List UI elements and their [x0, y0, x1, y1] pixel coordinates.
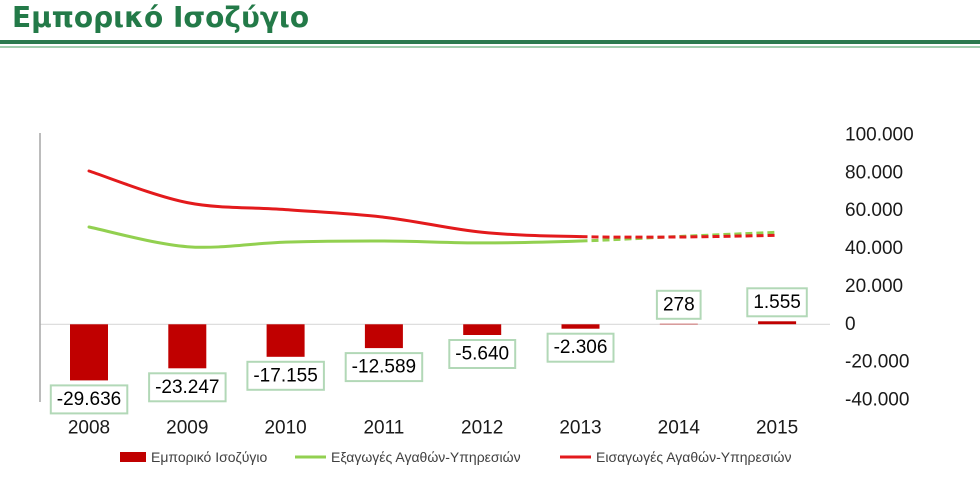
exports-line: [87, 225, 582, 249]
bar-data-labels: -29.636 -23.247 -17.155 -12.589 -5.640 -2.306…: [49, 287, 808, 415]
bar-data-label-text: 278: [663, 294, 695, 315]
bar-data-label-box: [246, 360, 325, 391]
page-title: Εμπορικό Ισοζύγιο: [12, 1, 310, 34]
bar-data-label-text: -2.306: [554, 337, 608, 358]
legend-item-trade-balance: Εμπορικό Ισοζύγιο: [120, 449, 267, 465]
bar-data-label-text: -5.640: [455, 344, 509, 365]
bar-data-label-box: [448, 339, 517, 369]
legend-swatch-bar: [120, 452, 146, 462]
x-tick-label-2014: 2014: [658, 418, 701, 439]
bar-data-label-2014: 278: [655, 289, 702, 320]
bar-data-label-box: [148, 372, 227, 403]
bar-data-label-text: -23.247: [155, 377, 219, 398]
line-series: [87, 169, 778, 249]
x-tick-label-2008: 2008: [68, 418, 110, 439]
y-tick-label: 20.000: [845, 276, 903, 297]
y-tick-label: 80.000: [845, 162, 903, 183]
y-tick-label: -20.000: [845, 352, 909, 373]
x-tick-label-2010: 2010: [264, 418, 306, 439]
bar-2015: [758, 321, 797, 325]
x-tick-label-2012: 2012: [461, 418, 503, 439]
imports-line: [87, 169, 582, 239]
x-tick-label-2015: 2015: [756, 418, 798, 439]
bar-data-label-text: -17.155: [253, 365, 317, 386]
bar-2008: [70, 324, 108, 381]
x-axis-category-labels: 2008 2009 2010 2011 2012 2013 2014 2015: [68, 418, 798, 439]
bar-data-label-text: 1.555: [753, 292, 801, 313]
bar-data-label-2010: -17.155: [246, 360, 325, 391]
bar-data-label-2012: -5.640: [448, 339, 517, 369]
bar-2013: [561, 324, 600, 329]
y-axis-tick-labels: 100.000 80.000 60.000 40.000 20.000 0 -20.000 -…: [845, 125, 914, 411]
legend-item-exports: Εξαγωγές Αγαθών-Υπηρεσιών: [295, 449, 521, 465]
y-tick-label: 60.000: [845, 200, 903, 221]
y-tick-label: 100.000: [845, 125, 914, 146]
bar-data-label-2013: -2.306: [546, 332, 615, 363]
legend-label: Εισαγωγές Αγαθών-Υπηρεσιών: [596, 449, 791, 465]
imports-line-dashed: [580, 233, 778, 239]
title-underline-light: [0, 46, 980, 48]
bar-data-label-box: [49, 384, 129, 415]
bar-2009: [168, 324, 207, 369]
bar-data-label-box: [746, 287, 808, 318]
legend-item-imports: Εισαγωγές Αγαθών-Υπηρεσιών: [560, 449, 791, 465]
bar-series: [70, 321, 797, 381]
y-tick-label: -40.000: [845, 390, 909, 411]
bar-2012: [463, 324, 502, 335]
bar-2014: [659, 323, 698, 325]
bar-data-label-text: -29.636: [57, 389, 121, 410]
bar-data-label-2009: -23.247: [148, 372, 227, 403]
bar-2010: [266, 324, 305, 357]
bar-data-label-box: [546, 332, 615, 363]
bar-2011: [364, 324, 403, 349]
bar-data-label-box: [344, 352, 424, 383]
chart-axes: [39, 133, 830, 402]
legend: Εμπορικό Ισοζύγιο Εξαγωγές Αγαθών-Υπηρεσ…: [120, 449, 791, 465]
bar-data-label-text: -12.589: [352, 357, 416, 378]
bar-data-label-2015: 1.555: [746, 287, 808, 318]
y-tick-label: 0: [845, 314, 856, 335]
x-tick-label-2011: 2011: [363, 418, 404, 439]
bar-data-label-box: [655, 289, 702, 320]
legend-label: Εμπορικό Ισοζύγιο: [151, 449, 267, 465]
y-tick-label: 40.000: [845, 238, 903, 259]
title-underline: [0, 40, 980, 44]
bar-data-label-2008: -29.636: [49, 384, 129, 415]
x-tick-label-2013: 2013: [559, 418, 601, 439]
legend-label: Εξαγωγές Αγαθών-Υπηρεσιών: [331, 449, 521, 465]
bar-data-label-2011: -12.589: [344, 352, 424, 383]
x-tick-label-2009: 2009: [166, 418, 208, 439]
